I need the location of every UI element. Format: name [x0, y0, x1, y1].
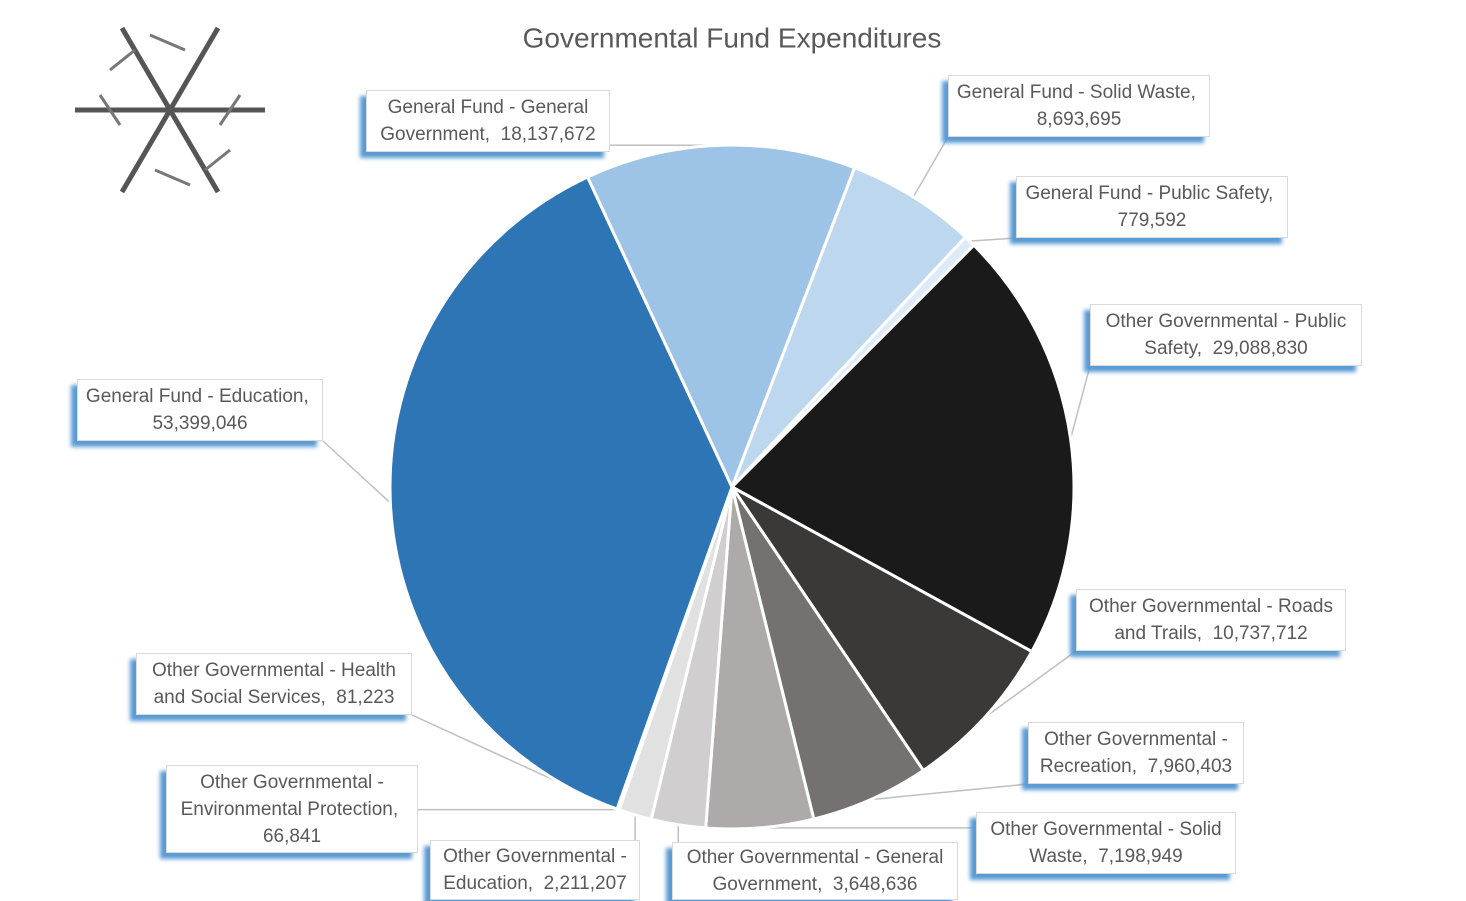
snowflake-icon: [75, 26, 265, 194]
leader-line: [322, 440, 391, 504]
category-label: Other Governmental - Public Safety: [1105, 311, 1347, 359]
value-label: 3,648,636: [832, 874, 918, 895]
data-label: General Fund - Public Safety, 779,592: [1016, 176, 1288, 238]
leader-lines: [322, 136, 1091, 842]
data-label: Other Governmental - Recreation, 7,960,4…: [1028, 722, 1244, 784]
value-label: 8,693,695: [1036, 109, 1122, 130]
category-label: Other Governmental - Recreation: [1039, 729, 1228, 777]
category-label: Other Governmental - Health and Social S…: [152, 660, 396, 708]
category-label: Other Governmental - Environmental Prote…: [180, 771, 393, 820]
category-label: Other Governmental - Solid Waste: [990, 819, 1222, 867]
data-label: General Fund - Education, 53,399,046: [77, 379, 323, 441]
value-label: 7,960,403: [1147, 756, 1233, 777]
value-label: 81,223: [336, 687, 395, 708]
value-label: 53,399,046: [152, 413, 248, 434]
value-label: 779,592: [1117, 210, 1187, 231]
leader-line: [1069, 365, 1091, 439]
leader-line: [984, 650, 1077, 719]
category-label: General Fund - General Government: [380, 97, 589, 145]
data-label: General Fund - General Government, 18,13…: [366, 90, 610, 152]
data-label: Other Governmental - Solid Waste, 7,198,…: [976, 812, 1236, 874]
chart-title: Governmental Fund Expenditures: [523, 22, 942, 53]
category-label: General Fund - Solid Waste: [956, 82, 1191, 103]
data-label: Other Governmental - General Government,…: [672, 842, 958, 900]
category-label: Other Governmental - General Government: [686, 847, 944, 895]
value-label: 10,737,712: [1212, 623, 1308, 644]
category-label: Other Governmental - Education: [443, 846, 627, 894]
category-label: General Fund - Education: [85, 386, 304, 407]
category-label: Other Governmental - Roads and Trails: [1089, 596, 1333, 644]
value-label: 29,088,830: [1212, 338, 1308, 359]
leader-line: [969, 237, 1017, 242]
value-label: 66,841: [262, 825, 322, 847]
data-label: Other Governmental - Roads and Trails, 1…: [1076, 589, 1346, 651]
leader-line: [870, 783, 1029, 801]
data-label: Other Governmental - Education, 2,211,20…: [430, 840, 640, 900]
value-label: 18,137,672: [500, 124, 596, 145]
pie-slice: [729, 243, 1076, 654]
value-label: 2,211,207: [543, 873, 627, 894]
pie-slice: [730, 485, 1034, 773]
pie-slice: [388, 175, 734, 812]
data-label: General Fund - Solid Waste, 8,693,695: [948, 75, 1210, 137]
pie-slice: [585, 143, 857, 491]
data-label: Other Governmental - Public Safety, 29,0…: [1090, 304, 1362, 366]
leader-line: [912, 136, 949, 198]
data-label: Other Governmental - Health and Social S…: [136, 653, 412, 715]
category-label: General Fund - Public Safety: [1025, 183, 1268, 204]
data-label: Other Governmental - Environmental Prote…: [166, 765, 418, 853]
pie-slice: [730, 165, 968, 489]
value-label: 7,198,949: [1098, 846, 1183, 867]
